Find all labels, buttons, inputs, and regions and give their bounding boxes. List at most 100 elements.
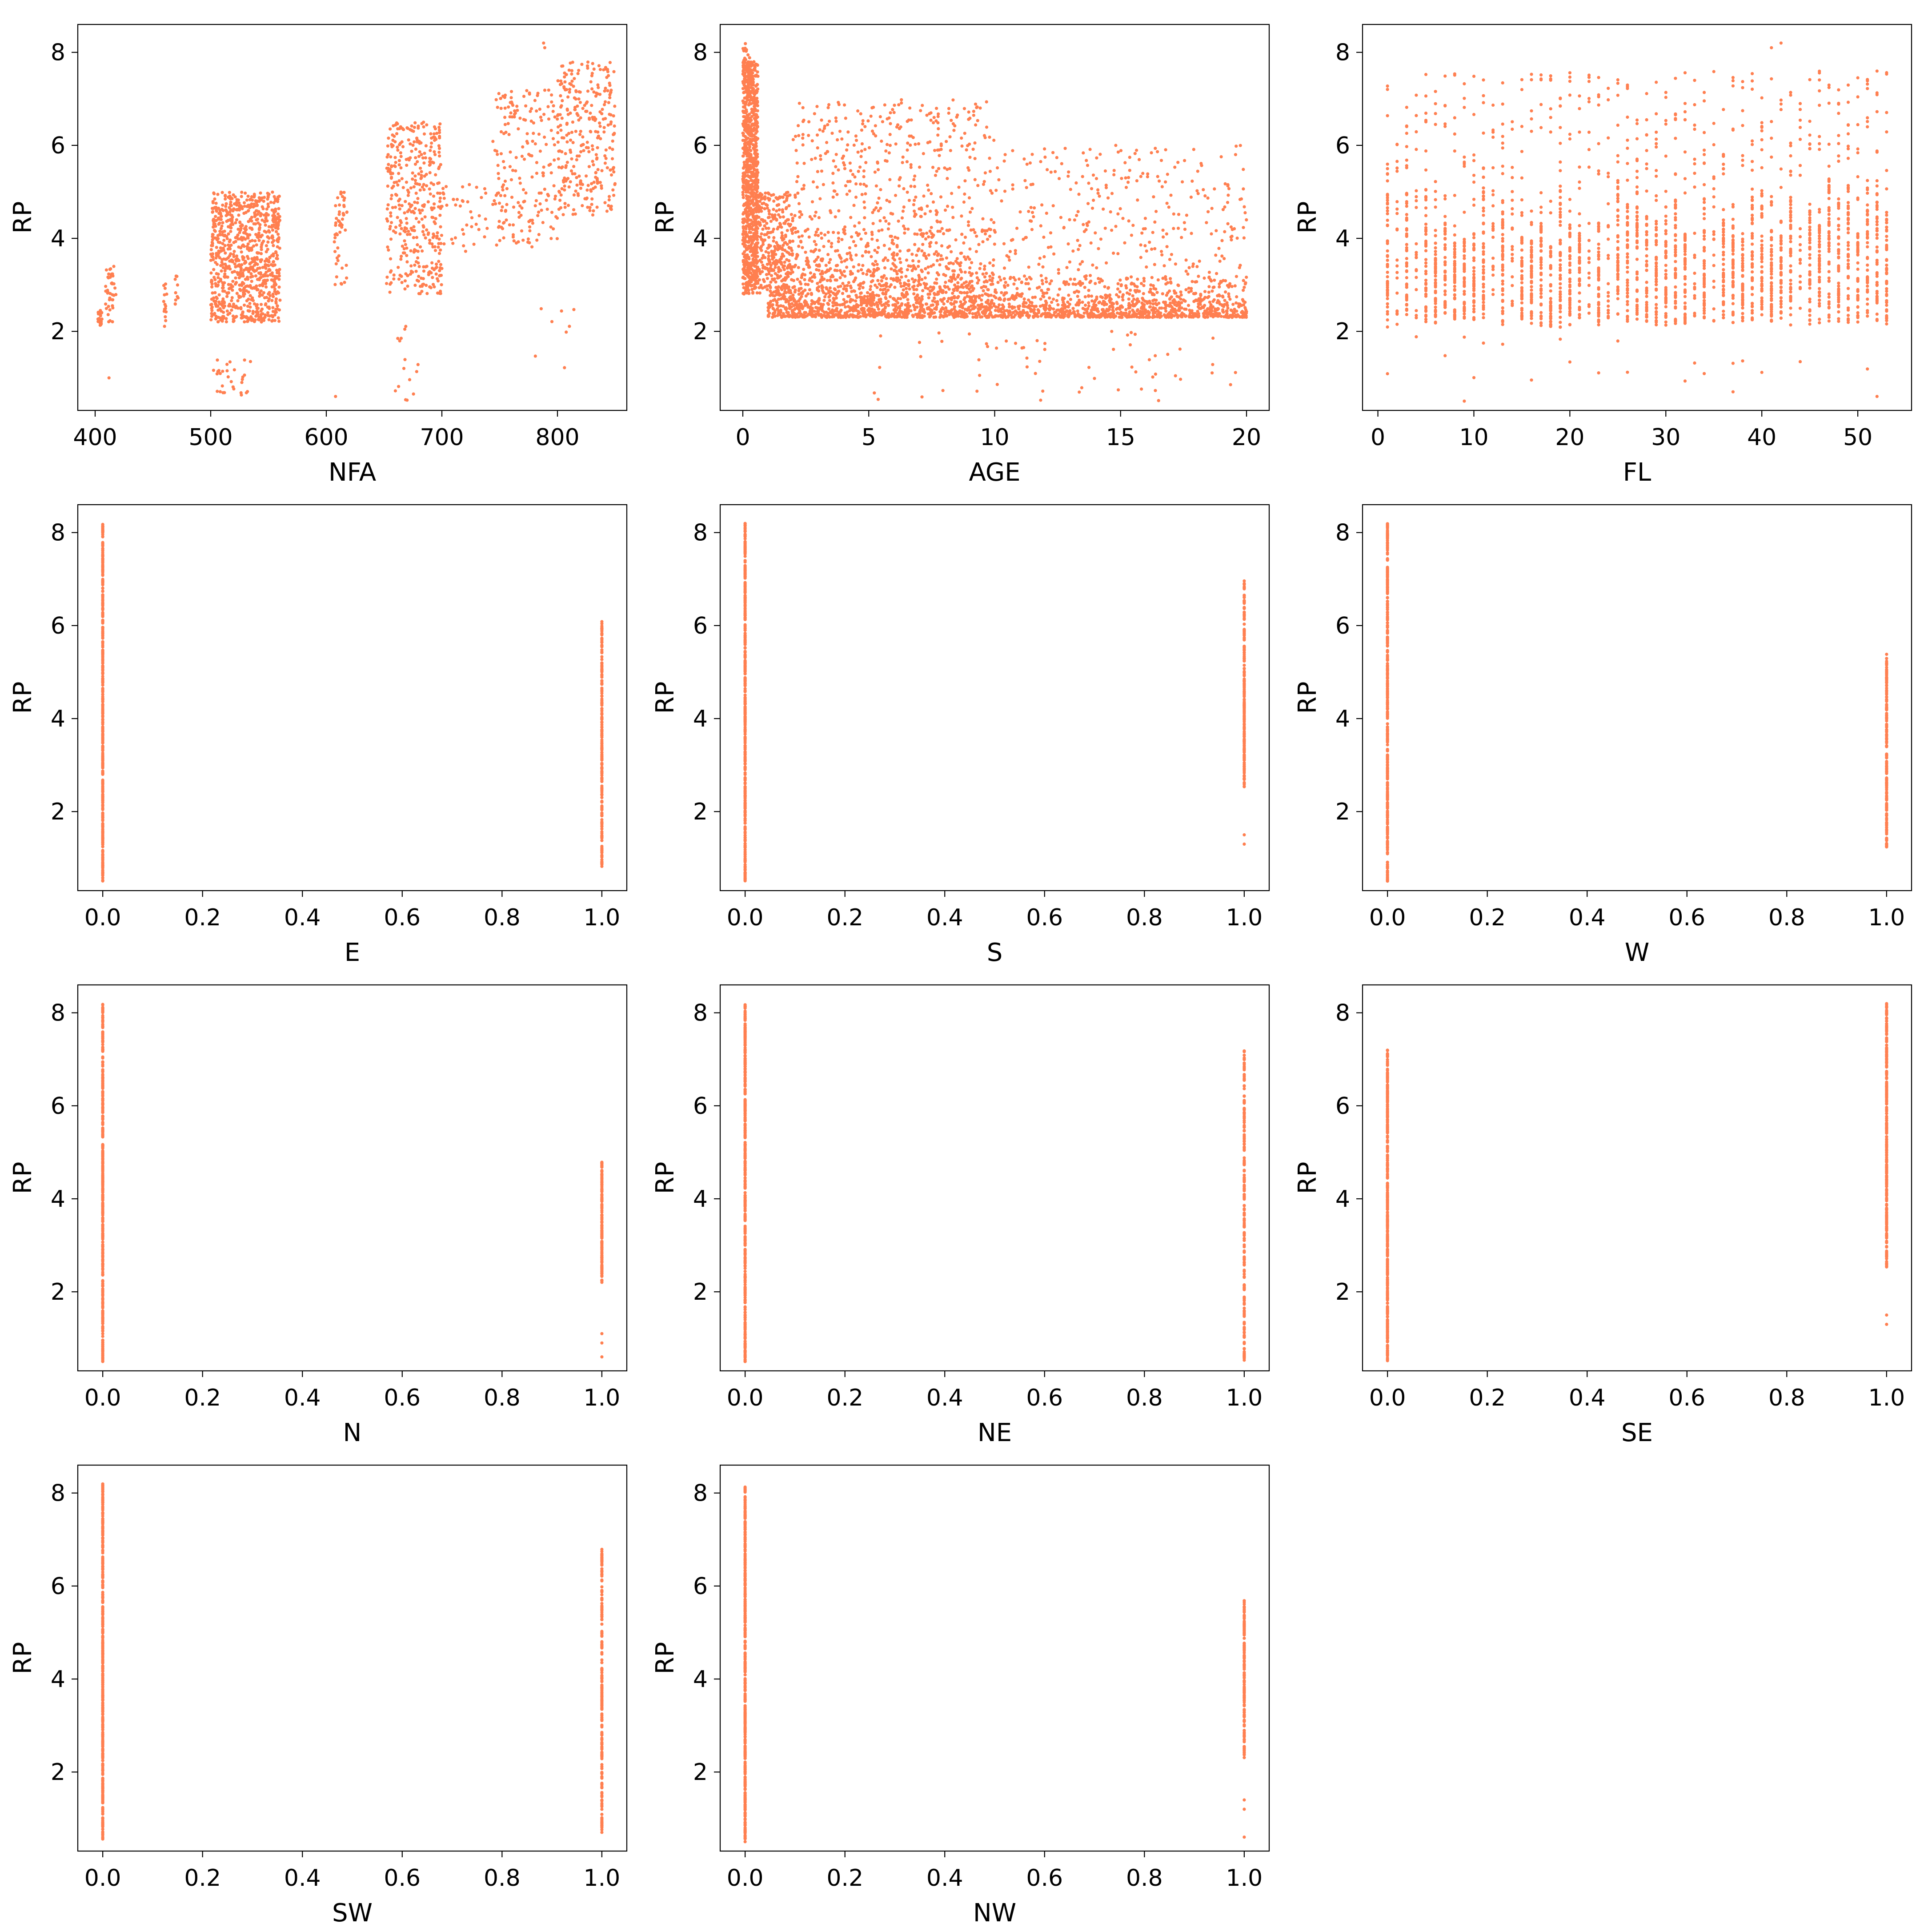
data-point [397,159,401,162]
data-point [755,103,758,107]
data-point [422,132,426,136]
data-point [511,223,515,227]
data-point [511,235,515,239]
data-point [451,241,455,245]
data-point [858,165,862,169]
data-point [900,275,903,279]
data-point [216,320,220,324]
data-point [566,95,570,99]
data-point [559,79,563,83]
data-point [434,217,437,221]
data-point [113,286,117,290]
data-point [501,188,505,192]
data-point [413,125,417,129]
data-point [945,140,948,143]
data-point [788,193,792,197]
data-point [545,208,549,211]
data-point [529,219,532,222]
data-point [110,272,113,276]
data-point [401,251,405,255]
data-point [788,253,792,256]
data-point [873,170,877,174]
data-point [442,242,446,246]
data-point [743,96,746,100]
data-point [817,216,821,220]
data-point [772,208,775,211]
data-point [254,261,257,265]
data-point [877,229,881,233]
data-point [808,288,811,292]
data-point [431,283,435,286]
data-point [436,279,440,283]
data-point [607,198,611,202]
data-point [845,148,849,152]
data-point [751,291,755,295]
data-point [234,265,237,269]
data-point [769,293,772,297]
data-point [267,205,270,209]
data-point [243,205,246,208]
data-point [416,256,420,260]
data-point [921,243,925,246]
data-point [993,242,996,246]
data-point [963,179,967,183]
data-point [749,191,753,194]
data-point [509,100,512,104]
data-point [270,225,273,229]
data-point [110,282,114,285]
data-point [551,137,555,141]
data-point [216,305,220,308]
data-point [916,293,919,297]
data-point [842,315,845,319]
data-point [422,225,425,229]
data-point [421,277,425,281]
data-point [421,185,424,189]
data-point [784,233,787,237]
data-point [845,265,849,269]
data-point [240,378,244,381]
data-point [385,207,389,211]
data-point [516,108,519,112]
data-point [277,271,281,275]
data-point [953,300,957,303]
data-point [845,289,848,293]
data-point [273,214,277,218]
data-point [224,267,227,271]
data-point [574,129,577,133]
data-point [497,177,501,180]
data-point [257,239,261,242]
data-point [337,210,341,214]
data-point [407,158,411,162]
data-point [549,225,553,229]
data-point [385,275,389,279]
data-point [854,195,858,199]
data-point [273,313,277,317]
data-point [794,288,797,292]
data-point [261,218,264,222]
data-point [577,174,581,178]
data-point [243,358,246,362]
data-point [215,253,218,257]
data-point [510,115,514,119]
data-point [918,302,922,306]
data-point [773,214,776,218]
data-point [822,299,826,302]
data-point [981,272,985,276]
data-point [816,228,820,231]
data-point [274,219,277,222]
data-point [410,124,413,128]
data-point [335,217,338,220]
data-point [801,246,804,249]
data-point [502,221,506,224]
data-point [420,289,424,293]
data-point [772,236,776,240]
data-point [254,274,258,278]
data-point [603,161,607,165]
data-point [439,263,443,266]
data-point [228,360,232,364]
data-point [277,207,281,210]
data-point [962,302,966,305]
data-point [872,263,876,267]
data-point [792,299,796,303]
data-point [949,276,953,279]
